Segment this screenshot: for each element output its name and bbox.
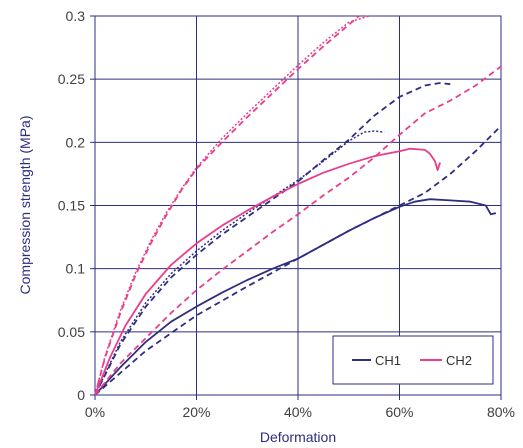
series-line-ch2-dashed <box>94 65 502 396</box>
series-line-ch1-dotted <box>94 130 385 396</box>
y-tick-label: 0.3 <box>66 8 86 24</box>
series-line-ch2-dotted <box>94 15 370 396</box>
y-tick-label: 0 <box>77 387 85 403</box>
x-tick-label: 60% <box>385 404 413 420</box>
series-line-ch2-solid <box>94 147 441 396</box>
y-tick-label: 0.15 <box>58 198 85 214</box>
series-line-ch2-dashed-steep <box>94 15 360 396</box>
legend: CH1 CH2 <box>332 335 494 385</box>
y-tick-label: 0.25 <box>58 71 85 87</box>
legend-label-ch1: CH1 <box>375 353 401 368</box>
grid <box>95 16 501 395</box>
legend-label-ch2: CH2 <box>446 353 472 368</box>
y-tick-label: 0.05 <box>58 324 85 340</box>
series-layer <box>94 15 502 396</box>
y-axis-title: Compression strength (MPa) <box>17 116 33 295</box>
x-axis: 0% 20% 40% 60% 80% <box>85 395 515 420</box>
y-tick-label: 0.2 <box>66 134 86 150</box>
y-axis: 0 0.05 0.1 0.15 0.2 0.25 0.3 <box>58 8 95 403</box>
x-tick-label: 40% <box>284 404 312 420</box>
x-axis-title: Deformation <box>260 429 336 445</box>
series-line-ch1-dashed <box>94 125 502 396</box>
series-line-ch1-solid <box>94 198 497 396</box>
y-tick-label: 0.1 <box>66 261 86 277</box>
x-tick-label: 20% <box>182 404 210 420</box>
x-tick-label: 0% <box>85 404 105 420</box>
x-tick-label: 80% <box>487 404 515 420</box>
